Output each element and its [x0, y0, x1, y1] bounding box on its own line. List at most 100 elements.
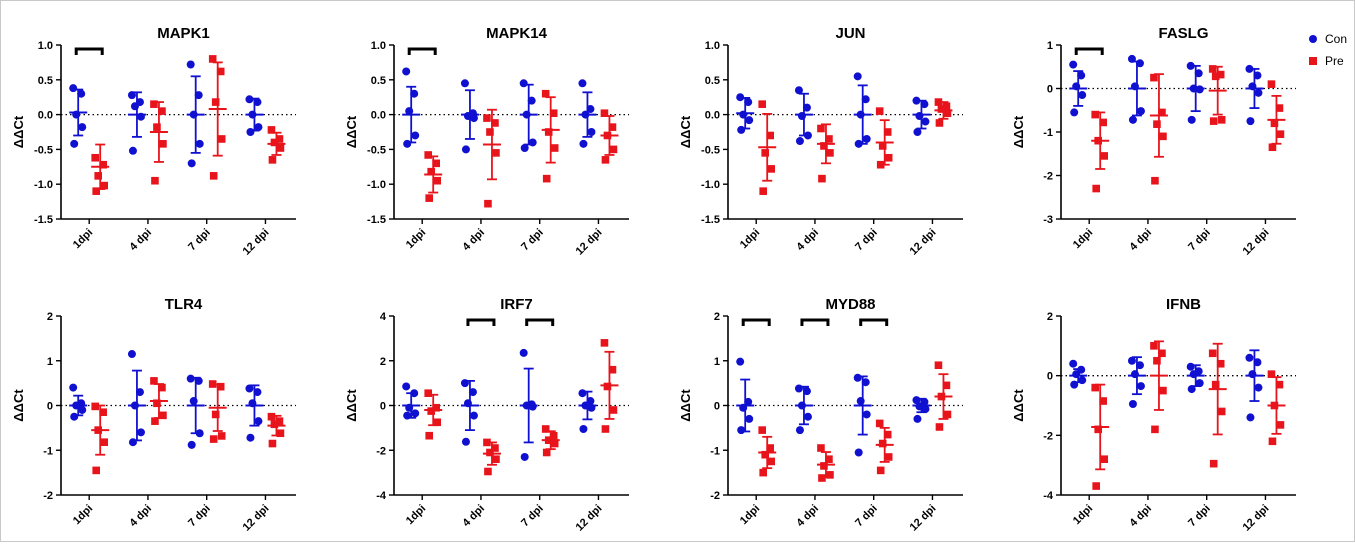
pre-point — [483, 114, 491, 122]
con-point — [253, 388, 262, 397]
pre-point — [942, 102, 951, 111]
pre-point — [935, 119, 944, 127]
pre-point — [92, 187, 100, 195]
con-point — [1135, 361, 1144, 370]
pre-point — [884, 153, 893, 162]
panel-mapk1: MAPK1 -1.5 -1.0 -0.5 0.0 0.5 1.0 ΔΔCt 1dpi 4 dpi 7… — [11, 25, 296, 258]
pre-point — [492, 149, 500, 157]
pre-point — [544, 128, 553, 136]
panel-title: JUN — [835, 25, 865, 42]
con-point — [403, 411, 412, 420]
pre-point — [270, 138, 279, 147]
pre-point — [1092, 482, 1100, 490]
pre-point — [491, 119, 499, 127]
y-axis-title: ΔΔCt — [11, 115, 26, 148]
significance-bracket — [525, 318, 555, 326]
y-tick-label: 0 — [1047, 371, 1053, 383]
pre-point — [826, 149, 834, 157]
panel-title: TLR4 — [165, 296, 203, 313]
panel-title: IRF7 — [500, 296, 533, 313]
pre-point — [150, 100, 158, 108]
pre-point — [159, 140, 167, 148]
pre-point — [1216, 70, 1225, 79]
con-point — [411, 409, 420, 418]
pre-point — [276, 429, 285, 438]
pre-point — [758, 426, 766, 434]
y-tick-label: 0.0 — [38, 110, 53, 122]
con-point — [78, 123, 87, 132]
x-tick-label: 7 dpi — [1186, 227, 1213, 254]
con-point — [460, 79, 469, 88]
pre-point — [425, 431, 433, 440]
con-point — [70, 139, 79, 148]
con-point — [410, 389, 419, 398]
pre-point — [276, 144, 285, 152]
pre-point — [92, 466, 100, 475]
pre-point — [1158, 108, 1166, 117]
pre-point — [1153, 120, 1161, 128]
pre-point — [159, 411, 167, 420]
y-axis-title: ΔΔCt — [1011, 115, 1026, 148]
con-point — [70, 412, 79, 421]
con-point — [1248, 82, 1257, 91]
pre-point — [876, 160, 885, 169]
y-tick-label: -4 — [376, 490, 387, 502]
pre-point — [433, 418, 441, 427]
y-tick-label: -2 — [376, 445, 386, 457]
pre-point — [151, 417, 159, 425]
con-point — [187, 440, 196, 449]
con-point — [1136, 107, 1145, 116]
con-point — [520, 452, 529, 461]
pre-point — [491, 444, 499, 452]
con-point — [72, 110, 81, 119]
con-point — [739, 403, 748, 412]
pre-point — [541, 425, 550, 433]
con-point — [1254, 88, 1263, 97]
x-tick-label: 4 dpi — [127, 227, 154, 254]
con-point — [1245, 353, 1254, 362]
pre-point — [1091, 383, 1099, 392]
pre-point — [1217, 407, 1226, 416]
pre-point — [767, 457, 775, 466]
pre-point — [1094, 425, 1102, 434]
con-point — [737, 125, 746, 134]
con-point — [1078, 376, 1087, 385]
con-point — [127, 350, 136, 359]
con-point — [186, 60, 195, 69]
con-point — [69, 84, 78, 93]
pre-point — [153, 399, 161, 408]
con-point — [1128, 115, 1137, 124]
legend-label: Con — [1325, 32, 1347, 46]
pre-point — [884, 453, 893, 461]
pre-point — [425, 194, 433, 202]
pre-point — [767, 165, 775, 173]
pre-point — [208, 55, 217, 63]
x-tick-label: 7 dpi — [853, 503, 880, 530]
x-tick-label: 1dpi — [71, 227, 95, 251]
pre-point — [1270, 401, 1279, 410]
pre-point — [876, 466, 885, 475]
y-axis-title: ΔΔCt — [678, 389, 693, 422]
con-point — [803, 131, 812, 140]
pre-point — [91, 402, 99, 411]
y-tick-label: 0.5 — [371, 75, 386, 87]
x-tick-label: 7 dpi — [1186, 503, 1213, 530]
pre-point — [1100, 455, 1108, 463]
pre-point — [100, 438, 108, 446]
con-point — [913, 128, 922, 136]
con-point — [1254, 383, 1263, 392]
con-point — [1130, 370, 1139, 379]
con-point — [528, 138, 537, 147]
panel-ifnb: IFNB -4 -2 0 2 ΔΔCt 1dpi 4 dpi 7 dpi 12 dpi — [1011, 296, 1296, 534]
con-point — [1127, 54, 1136, 63]
pre-point — [937, 392, 946, 401]
con-point — [1135, 59, 1144, 68]
pre-point — [759, 187, 767, 195]
x-tick-label: 1dpi — [1071, 503, 1095, 527]
con-point — [469, 411, 478, 420]
con-point — [921, 405, 930, 414]
pre-point — [549, 109, 558, 118]
pre-point — [550, 439, 559, 448]
pre-point — [211, 410, 220, 419]
